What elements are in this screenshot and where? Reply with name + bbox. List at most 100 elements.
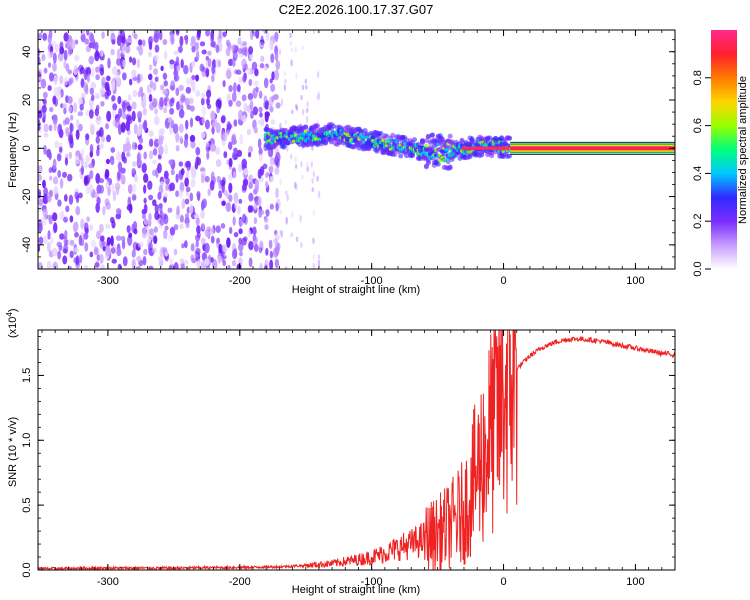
heatmap-cell xyxy=(131,161,137,167)
heatmap-cell xyxy=(295,103,298,110)
signal-core xyxy=(291,139,296,144)
heatmap-cell xyxy=(98,223,104,233)
heatmap-cell xyxy=(131,69,137,78)
heatmap-cell xyxy=(249,205,254,212)
heatmap-cell xyxy=(190,254,195,261)
heatmap-cell xyxy=(311,187,314,192)
heatmap-cell xyxy=(199,41,206,47)
heatmap-cell xyxy=(176,101,181,111)
heatmap-cell xyxy=(178,45,183,54)
carrier-lead-dot xyxy=(477,146,482,151)
heatmap-cell xyxy=(295,236,299,243)
heatmap-cell xyxy=(232,82,237,93)
signal-halo xyxy=(392,151,398,157)
heatmap-cell xyxy=(175,145,180,152)
heatmap-cell xyxy=(89,143,94,154)
heatmap-cell xyxy=(305,84,308,90)
colorbar-tick-label: 0.6 xyxy=(692,118,704,133)
heatmap-cell xyxy=(162,89,168,95)
heatmap-cell xyxy=(254,68,259,77)
heatmap-cell xyxy=(207,188,211,197)
heatmap-cell xyxy=(135,265,141,269)
heatmap-cell xyxy=(148,242,153,251)
signal-halo xyxy=(330,123,336,129)
heatmap-cell xyxy=(295,72,298,80)
heatmap-cell xyxy=(289,40,292,46)
heatmap-cell xyxy=(218,30,222,40)
heatmap-cell xyxy=(88,163,94,169)
heatmap-cell xyxy=(68,78,72,86)
heatmap-cell xyxy=(62,255,68,265)
x-tick-label: 100 xyxy=(626,275,644,287)
heatmap-cell xyxy=(99,184,104,194)
carrier-lead-dot xyxy=(461,146,466,151)
heatmap-cell xyxy=(57,90,62,101)
heatmap-cell xyxy=(242,213,247,224)
heatmap-cell xyxy=(283,83,287,92)
heatmap-cell xyxy=(235,100,242,107)
heatmap-cell xyxy=(162,72,168,80)
heatmap-cell xyxy=(115,186,120,196)
heatmap-cell xyxy=(179,135,183,143)
heatmap-cell xyxy=(75,255,80,266)
heatmap-cell xyxy=(264,172,269,179)
heatmap-cell xyxy=(59,46,65,55)
heatmap-cell xyxy=(133,228,138,235)
heatmap-cell xyxy=(269,159,274,168)
heatmap-cell xyxy=(110,247,116,254)
heatmap-cell xyxy=(85,66,92,76)
heatmap-cell xyxy=(248,46,254,55)
heatmap-cell xyxy=(84,264,88,269)
colorbar-tick-label: 0.4 xyxy=(692,166,704,181)
heatmap-cell xyxy=(62,103,68,110)
heatmap-cell xyxy=(143,151,147,160)
heatmap-cell xyxy=(154,203,159,214)
heatmap-cell xyxy=(206,151,210,160)
heatmap-cell xyxy=(62,248,68,254)
heatmap-cell xyxy=(148,64,153,71)
heatmap-cell xyxy=(157,138,164,146)
heatmap-cell xyxy=(232,50,238,62)
heatmap-cell xyxy=(94,41,99,52)
heatmap-cell xyxy=(179,258,184,264)
heatmap-cell xyxy=(67,69,73,75)
heatmap-cell xyxy=(67,265,72,269)
heatmap-cell xyxy=(228,99,233,107)
heatmap-cell xyxy=(275,102,281,109)
heatmap-cell xyxy=(115,208,122,215)
heatmap-cell xyxy=(153,68,159,76)
heatmap-cell xyxy=(121,36,126,45)
heatmap-cell xyxy=(247,92,254,101)
heatmap-cell xyxy=(126,36,133,44)
heatmap-cell xyxy=(52,261,59,269)
heatmap-cell xyxy=(290,232,293,238)
heatmap-cell xyxy=(253,188,258,195)
heatmap-cell xyxy=(137,39,143,46)
heatmap-cell xyxy=(48,151,52,161)
snr-plot-area xyxy=(38,330,675,570)
heatmap-cell xyxy=(317,259,321,268)
heatmap-cell xyxy=(173,50,179,56)
heatmap-cell xyxy=(280,98,284,106)
heatmap-cell xyxy=(159,128,165,135)
signal-halo xyxy=(506,135,512,141)
heatmap-cell xyxy=(210,235,215,244)
signal-halo xyxy=(425,133,431,139)
heatmap-cell xyxy=(312,262,316,269)
heatmap-cell xyxy=(211,64,216,75)
heatmap-cell xyxy=(228,85,233,93)
heatmap-cell xyxy=(105,75,111,82)
heatmap-cell xyxy=(153,115,160,126)
heatmap-cell xyxy=(52,61,57,72)
signal-halo xyxy=(412,137,418,143)
carrier-lead-dot xyxy=(469,146,474,151)
heatmap-cell xyxy=(69,39,76,50)
y-tick-label: -20 xyxy=(21,189,33,205)
heatmap-cell xyxy=(49,106,54,113)
heatmap-cell xyxy=(259,240,264,249)
heatmap-cell xyxy=(247,229,252,238)
heatmap-cell xyxy=(260,35,264,46)
snr-x-axis-title: Height of straight line (km) xyxy=(292,584,420,596)
heatmap-cell xyxy=(168,264,173,269)
